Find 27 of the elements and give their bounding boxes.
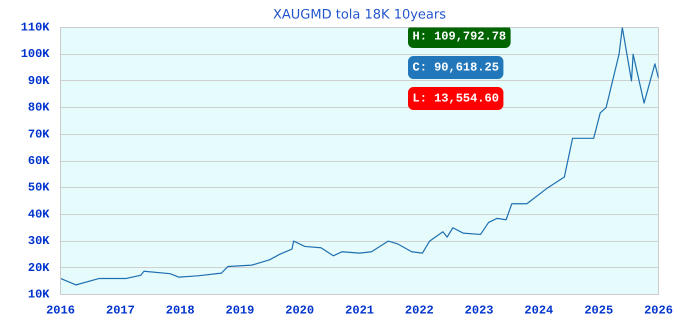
y-tick-label: 90K [28, 74, 50, 88]
y-tick-label: 70K [28, 127, 50, 142]
x-tick-label: 2019 [226, 304, 254, 318]
x-tick-label: 2020 [285, 304, 314, 318]
x-tick-label: 2025 [584, 304, 614, 318]
x-tick-label: 2018 [166, 304, 195, 318]
y-tick-label: 30K [28, 234, 50, 248]
y-tick-label: 10K [28, 288, 50, 302]
y-tick-label: 110K [20, 20, 50, 34]
y-tick-label: 40K [28, 207, 50, 222]
line-series [60, 28, 658, 286]
x-tick-label: 2026 [644, 304, 673, 318]
annotation: C: 90,618.25 [412, 60, 499, 74]
annotation: L: 13,554.60 [412, 92, 499, 106]
chart-title: XAUGMD tola 18K 10years [272, 8, 446, 22]
x-tick-label: 2021 [345, 304, 374, 318]
x-tick-label: 2022 [404, 304, 434, 318]
annotation: H: 109,792.78 [412, 30, 506, 44]
x-tick-label: 2016 [46, 304, 75, 318]
y-tick-label: 20K [28, 260, 50, 275]
y-tick-label: 50K [28, 180, 50, 195]
y-tick-label: 80K [28, 100, 50, 115]
x-tick-label: 2017 [106, 304, 135, 318]
y-tick-label: 60K [28, 154, 50, 168]
y-tick-label: 100K [20, 47, 50, 62]
x-tick-label: 2023 [464, 304, 494, 318]
x-tick-label: 2024 [524, 304, 554, 318]
